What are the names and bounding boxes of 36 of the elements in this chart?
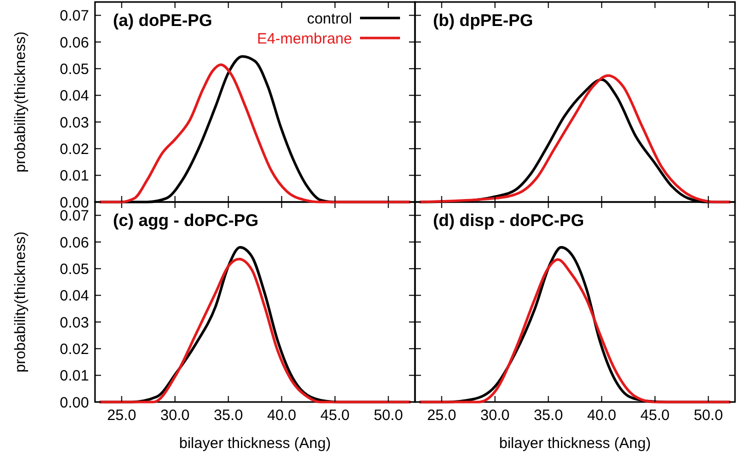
x-tick-label: 45.0 [320,407,350,424]
y-tick-label: 0.02 [60,140,89,158]
x-tick-label: 30.0 [480,407,510,424]
y-tick-label: 0.06 [60,234,89,252]
x-tick-label: 35.0 [214,407,243,424]
y-tick-label: 0.00 [60,394,89,412]
y-tick-label: 0.03 [60,314,89,332]
x-tick-label: 40.0 [587,407,616,424]
y-tick-label: 0.06 [60,34,89,52]
y-tick-label: 0.05 [60,60,89,78]
x-tick-label: 25.0 [427,407,456,424]
x-tick-label: 35.0 [534,407,563,424]
x-tick-label: 40.0 [267,407,296,424]
text: (b) dpPE-PG [433,11,534,30]
x-tick-label: 25.0 [107,407,136,424]
x-tick-label: 30.0 [160,407,190,424]
y-tick-label: 0.01 [60,168,89,185]
y-tick-label: 0.07 [60,8,89,25]
y-tick-label: 0.05 [60,260,89,278]
legend-label: E4-membrane [256,30,352,48]
y-tick-label: 0.02 [60,340,89,358]
y-tick-label: 0.04 [60,88,89,105]
x-tick-label: 45.0 [640,407,670,424]
y-tick-label: 0.03 [60,114,89,132]
y-tick-label: 0.04 [60,288,89,305]
x-tick-label: 50.0 [694,407,723,424]
text: (c) agg - doPC-PG [113,211,258,230]
y-axis-title: probability(thickness) [12,232,29,372]
y-tick-label: 0.01 [60,368,89,385]
text: (a) doPE-PG [113,11,212,30]
y-axis-title: probability(thickness) [12,32,29,172]
x-tick-label: 50.0 [374,407,403,424]
x-axis-title: bilayer thickness (Ang) [179,435,331,452]
x-axis-title: bilayer thickness (Ang) [499,435,651,452]
legend-label: control [306,10,352,28]
text: (d) disp - doPC-PG [433,211,584,230]
